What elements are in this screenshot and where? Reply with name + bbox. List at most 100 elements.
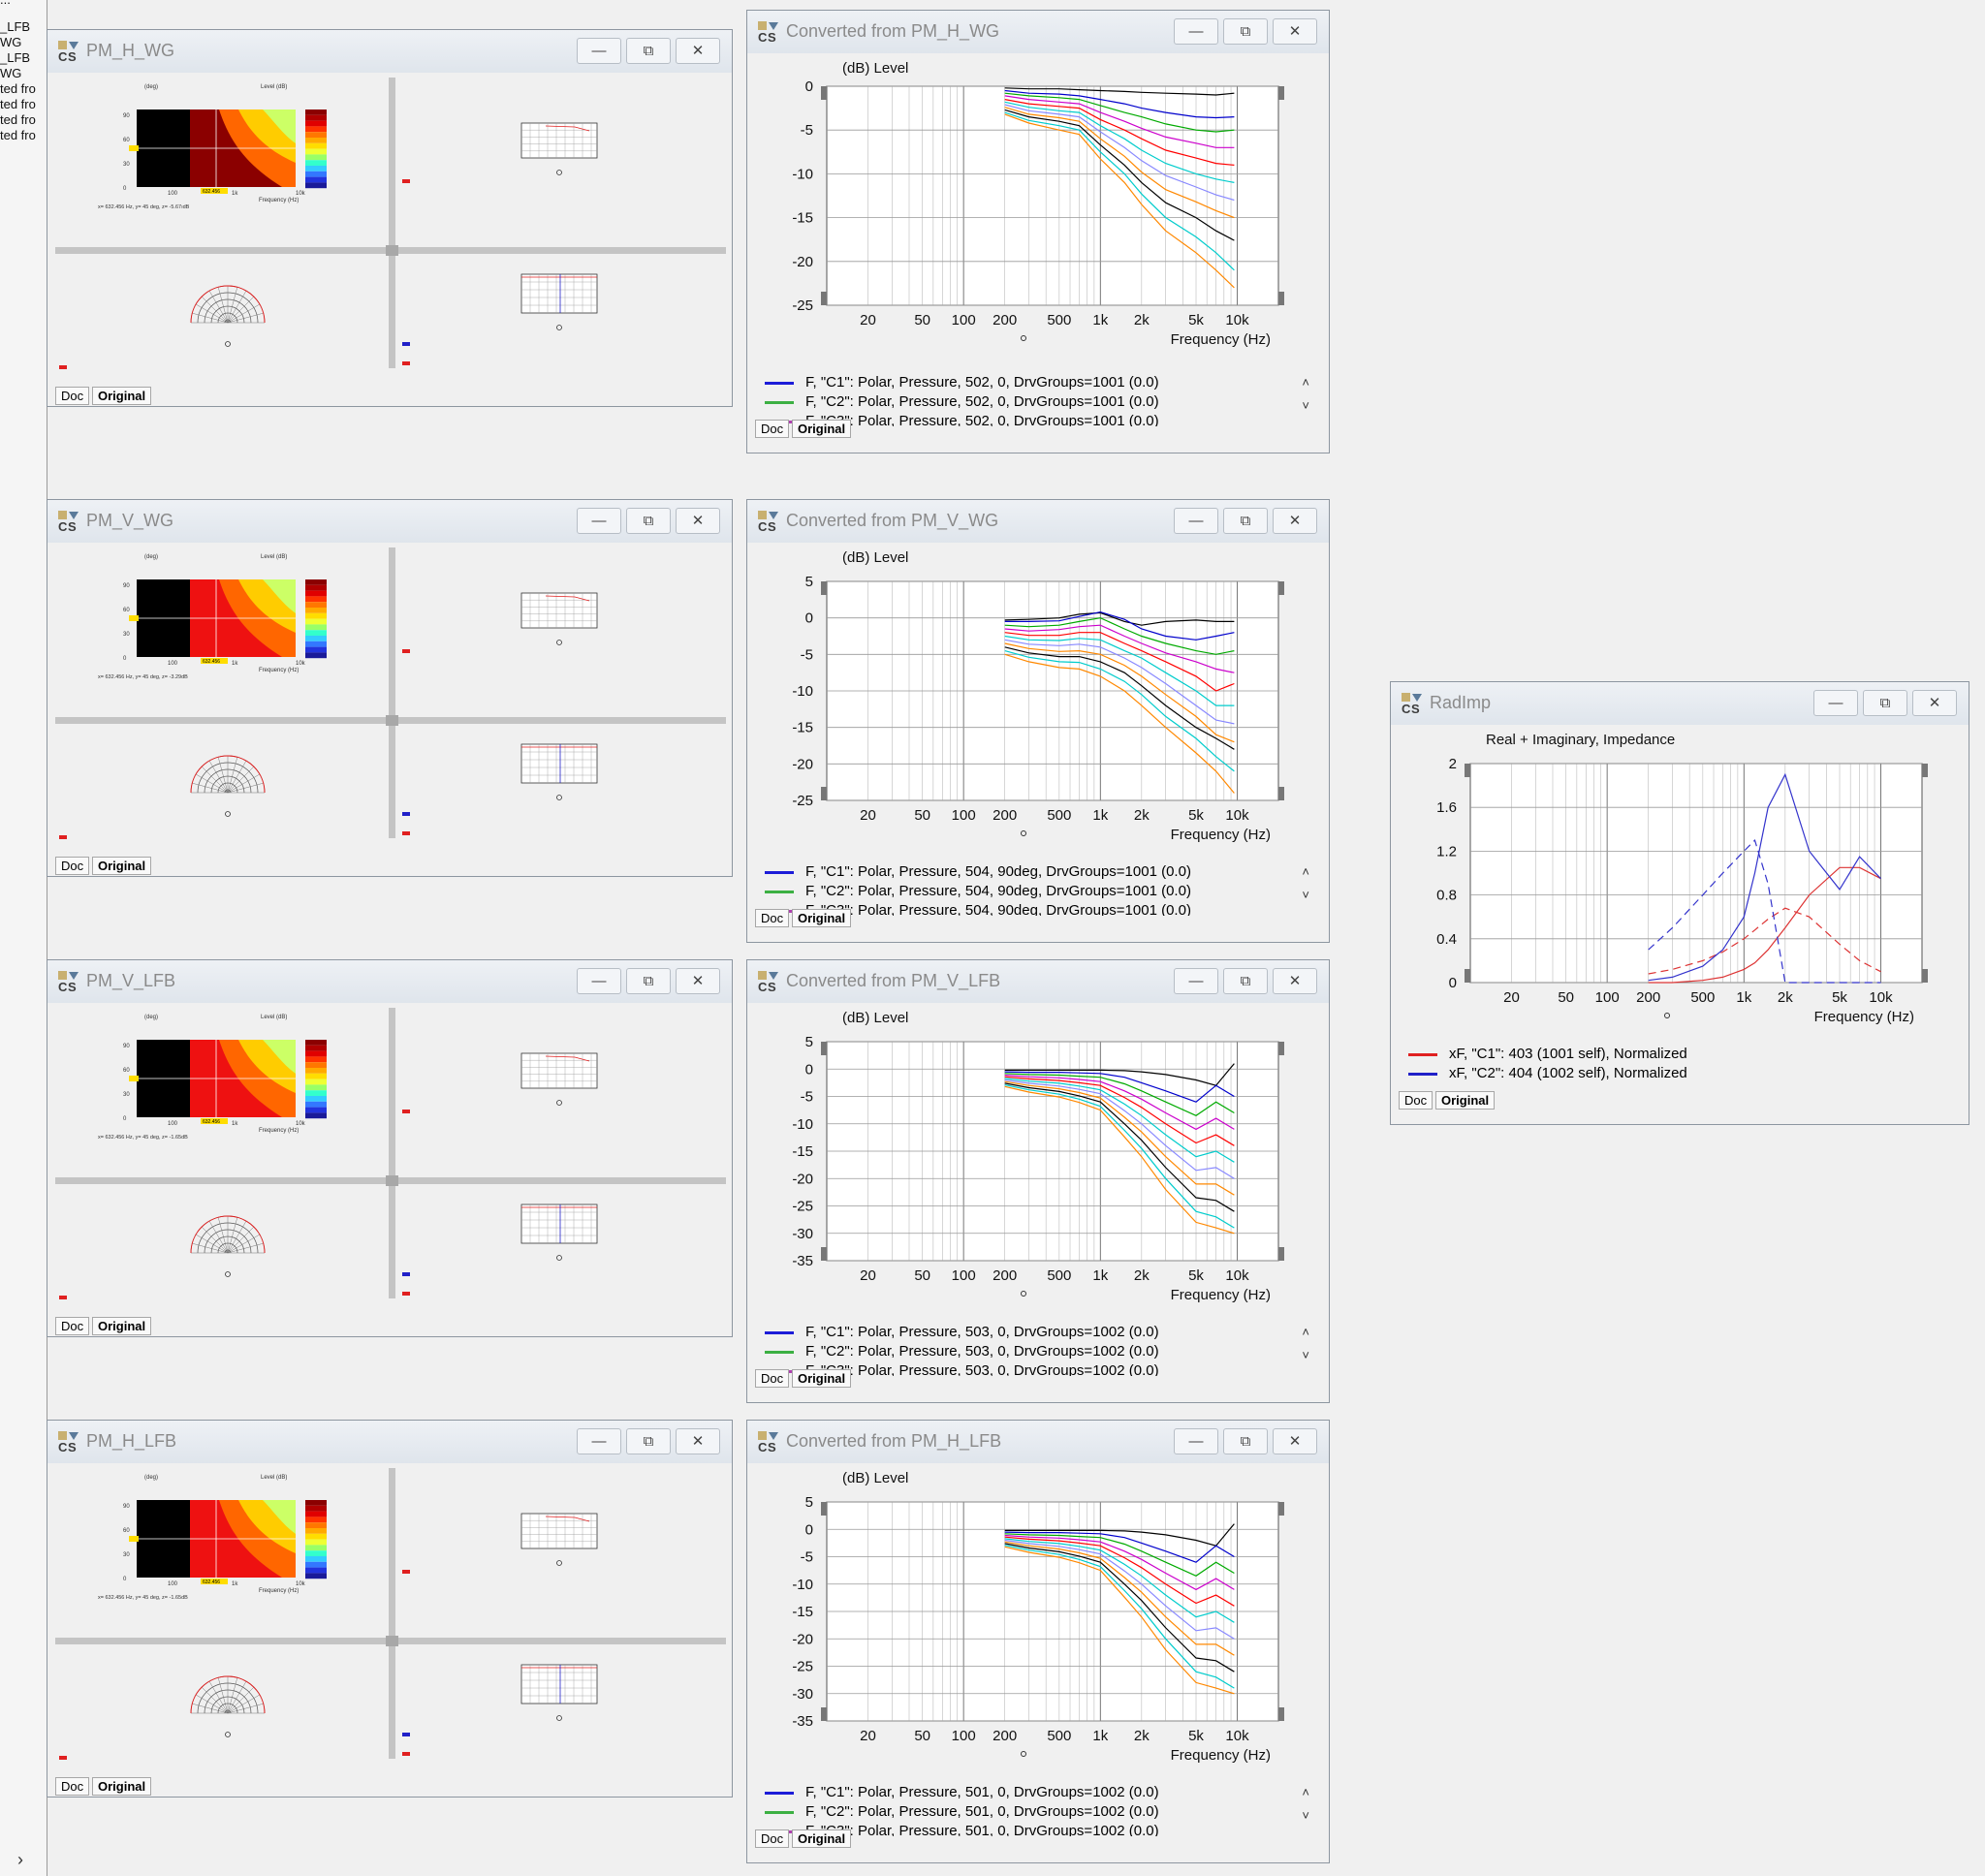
- app-window[interactable]: C S RadImp — ⧉ ✕ Real + Imaginary, Impedance 2 1…: [1390, 681, 1969, 1125]
- range-handle[interactable]: [821, 1247, 827, 1261]
- tab-original[interactable]: Original: [792, 420, 852, 438]
- tab-original[interactable]: Original: [792, 1829, 852, 1848]
- tab-doc[interactable]: Doc: [55, 387, 90, 405]
- tab-original[interactable]: Original: [92, 387, 152, 405]
- window-titlebar[interactable]: C S PM_V_LFB — ⧉ ✕: [47, 960, 732, 1003]
- sidebar-label[interactable]: ted fro: [0, 97, 36, 111]
- tab-doc[interactable]: Doc: [755, 1829, 790, 1848]
- close-button[interactable]: ✕: [676, 1428, 720, 1454]
- range-handle[interactable]: [821, 292, 827, 305]
- window-titlebar[interactable]: C S PM_V_WG — ⧉ ✕: [47, 500, 732, 543]
- legend-entry[interactable]: xF, "C2": 404 (1002 self), Normalized: [1408, 1064, 1951, 1083]
- tab-original[interactable]: Original: [92, 1317, 152, 1335]
- legend-scroll-up-icon[interactable]: ˄: [1302, 864, 1309, 879]
- tab-doc[interactable]: Doc: [1399, 1091, 1434, 1110]
- legend-scroll-down-icon[interactable]: ˅: [1302, 398, 1309, 413]
- legend-entry[interactable]: F, "C1": Polar, Pressure, 504, 90deg, Dr…: [765, 862, 1308, 882]
- maximize-button[interactable]: ⧉: [1223, 508, 1268, 534]
- app-window[interactable]: C S PM_H_WG — ⧉ ✕ 632.456 (deg) Level (dB) Freque…: [47, 29, 733, 407]
- minimize-button[interactable]: —: [577, 508, 621, 534]
- app-window[interactable]: C S Converted from PM_V_WG — ⧉ ✕ (dB) Level 5 0-…: [746, 499, 1330, 943]
- minimize-button[interactable]: —: [1813, 690, 1858, 716]
- range-handle[interactable]: [1278, 1247, 1284, 1261]
- maximize-button[interactable]: ⧉: [1223, 1428, 1268, 1454]
- minimize-button[interactable]: —: [1174, 508, 1218, 534]
- app-window[interactable]: C S Converted from PM_H_WG — ⧉ ✕ (dB) Level 0 -5…: [746, 10, 1330, 453]
- range-handle[interactable]: [1922, 764, 1928, 777]
- sidebar-label[interactable]: WG: [0, 35, 22, 49]
- tab-original[interactable]: Original: [92, 857, 152, 875]
- window-titlebar[interactable]: C S Converted from PM_V_WG — ⧉ ✕: [747, 500, 1329, 543]
- sidebar-label[interactable]: _LFB: [0, 19, 31, 34]
- close-button[interactable]: ✕: [676, 38, 720, 64]
- chart-legend[interactable]: F, "C1": Polar, Pressure, 504, 90deg, Dr…: [765, 862, 1308, 916]
- tab-doc[interactable]: Doc: [755, 1369, 790, 1388]
- legend-entry[interactable]: F, "C2": Polar, Pressure, 502, 0, DrvGro…: [765, 392, 1308, 412]
- window-titlebar[interactable]: C S Converted from PM_H_WG — ⧉ ✕: [747, 11, 1329, 53]
- legend-entry[interactable]: xF, "C1": 403 (1001 self), Normalized: [1408, 1045, 1951, 1064]
- maximize-button[interactable]: ⧉: [626, 508, 671, 534]
- legend-scroll-up-icon[interactable]: ˄: [1302, 1785, 1309, 1799]
- chart-legend[interactable]: xF, "C1": 403 (1001 self), Normalized xF,…: [1408, 1045, 1951, 1098]
- sidebar-label[interactable]: ted fro: [0, 112, 36, 127]
- close-button[interactable]: ✕: [1273, 1428, 1317, 1454]
- range-handle[interactable]: [821, 1042, 827, 1055]
- app-window[interactable]: C S Converted from PM_V_LFB — ⧉ ✕ (dB) Level 5 0…: [746, 959, 1330, 1403]
- window-titlebar[interactable]: C S RadImp — ⧉ ✕: [1391, 682, 1969, 725]
- tab-doc[interactable]: Doc: [55, 1777, 90, 1796]
- close-button[interactable]: ✕: [676, 508, 720, 534]
- chart-legend[interactable]: F, "C1": Polar, Pressure, 502, 0, DrvGro…: [765, 373, 1308, 426]
- range-handle[interactable]: [821, 1707, 827, 1721]
- tab-doc[interactable]: Doc: [755, 420, 790, 438]
- tab-original[interactable]: Original: [792, 1369, 852, 1388]
- legend-scroll-down-icon[interactable]: ˅: [1302, 1348, 1309, 1362]
- chart-plot[interactable]: (dB) Level 0 -5 -10 -15 -20 -25 20 50 100 200 500 1k…: [755, 53, 1321, 373]
- tab-doc[interactable]: Doc: [755, 909, 790, 927]
- close-button[interactable]: ✕: [676, 968, 720, 994]
- legend-scroll-down-icon[interactable]: ˅: [1302, 1808, 1309, 1823]
- maximize-button[interactable]: ⧉: [626, 38, 671, 64]
- legend-entry[interactable]: F, "C2": Polar, Pressure, 501, 0, DrvGro…: [765, 1802, 1308, 1822]
- chart-plot[interactable]: Real + Imaginary, Impedance 2 1.6 1.2 0.8 0.4…: [1399, 725, 1961, 1045]
- minimize-button[interactable]: —: [577, 1428, 621, 1454]
- tab-original[interactable]: Original: [1435, 1091, 1496, 1110]
- legend-scroll-up-icon[interactable]: ˄: [1302, 375, 1309, 390]
- app-window[interactable]: C S PM_H_LFB — ⧉ ✕ 632.456 (deg) Level (dB) Frequ…: [47, 1420, 733, 1798]
- window-titlebar[interactable]: C S PM_H_LFB — ⧉ ✕: [47, 1421, 732, 1463]
- sidebar-label[interactable]: _LFB: [0, 50, 31, 65]
- close-button[interactable]: ✕: [1273, 508, 1317, 534]
- minimize-button[interactable]: —: [1174, 18, 1218, 45]
- range-handle[interactable]: [1278, 787, 1284, 800]
- expand-chevron-icon[interactable]: ›: [17, 1850, 23, 1869]
- legend-entry[interactable]: F, "C1": Polar, Pressure, 503, 0, DrvGro…: [765, 1323, 1308, 1342]
- range-handle[interactable]: [1278, 292, 1284, 305]
- maximize-button[interactable]: ⧉: [626, 1428, 671, 1454]
- range-handle[interactable]: [821, 787, 827, 800]
- close-button[interactable]: ✕: [1273, 18, 1317, 45]
- legend-scroll-up-icon[interactable]: ˄: [1302, 1325, 1309, 1339]
- range-handle[interactable]: [1922, 969, 1928, 983]
- minimize-button[interactable]: —: [1174, 968, 1218, 994]
- chart-legend[interactable]: F, "C1": Polar, Pressure, 501, 0, DrvGro…: [765, 1783, 1308, 1836]
- close-button[interactable]: ✕: [1273, 968, 1317, 994]
- sidebar-label[interactable]: WG: [0, 66, 22, 80]
- maximize-button[interactable]: ⧉: [626, 968, 671, 994]
- tab-doc[interactable]: Doc: [55, 1317, 90, 1335]
- range-handle[interactable]: [1278, 86, 1284, 100]
- tab-original[interactable]: Original: [92, 1777, 152, 1796]
- range-handle[interactable]: [1278, 581, 1284, 595]
- range-handle[interactable]: [1278, 1042, 1284, 1055]
- window-titlebar[interactable]: C S Converted from PM_H_LFB — ⧉ ✕: [747, 1421, 1329, 1463]
- range-handle[interactable]: [821, 1502, 827, 1516]
- legend-entry[interactable]: F, "C2": Polar, Pressure, 503, 0, DrvGro…: [765, 1342, 1308, 1361]
- minimize-button[interactable]: —: [577, 38, 621, 64]
- tab-doc[interactable]: Doc: [55, 857, 90, 875]
- minimize-button[interactable]: —: [577, 968, 621, 994]
- range-handle[interactable]: [1465, 764, 1470, 777]
- range-handle[interactable]: [1465, 969, 1470, 983]
- sidebar-label[interactable]: ...: [0, 0, 11, 7]
- window-titlebar[interactable]: C S PM_H_WG — ⧉ ✕: [47, 30, 732, 73]
- app-window[interactable]: C S PM_V_LFB — ⧉ ✕ 632.456 (deg) Level (dB) Frequ…: [47, 959, 733, 1337]
